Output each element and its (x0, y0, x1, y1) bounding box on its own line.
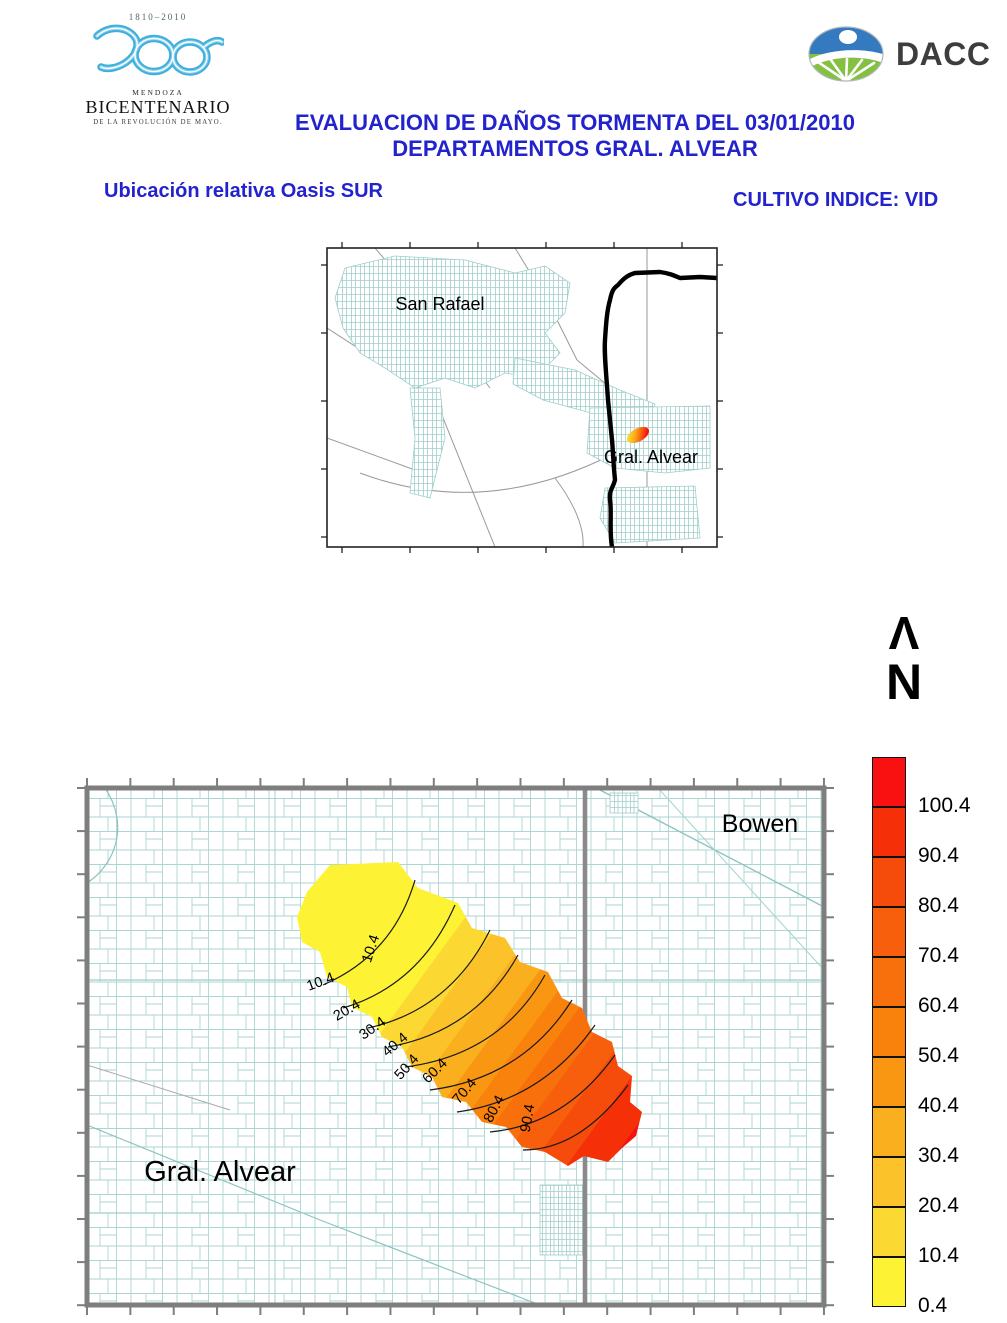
locator-map-frame (326, 247, 718, 548)
main-damage-map: 10.4 10.4 20.4 30.4 40.4 50.4 60.4 70.4 … (77, 778, 834, 1315)
contour-label: 90.4 (518, 1103, 539, 1134)
legend-cell (872, 1207, 906, 1257)
bicentenario-years: 1810–2010 (128, 12, 188, 22)
north-arrow-letter: N (885, 654, 923, 710)
legend-cell (872, 1007, 906, 1057)
report-title: EVALUACION DE DAÑOS TORMENTA DEL 03/01/2… (235, 110, 915, 162)
bicentenario-ribbon-200-icon (93, 24, 226, 76)
legend-cell (872, 1157, 906, 1207)
caption-oasis-sur: Ubicación relativa Oasis SUR (104, 180, 384, 202)
legend-cell (872, 757, 906, 807)
dacc-logo: DACC (806, 24, 990, 84)
locator-river-line (602, 269, 717, 547)
legend-label: 50.4 (918, 1044, 959, 1067)
locator-label-gral-alvear: Gral. Alvear (604, 447, 698, 467)
dacc-emblem-icon (808, 26, 884, 82)
legend-cell (872, 1257, 906, 1307)
legend-label: 60.4 (918, 994, 959, 1017)
legend-label: 100.4 (918, 794, 971, 817)
legend-cell (872, 807, 906, 857)
north-arrow-chevron-icon: Λ (888, 607, 920, 659)
legend-label: 0.4 (918, 1294, 948, 1317)
locator-damage-spot (626, 426, 650, 444)
legend-label: 30.4 (918, 1144, 959, 1167)
main-map-label-bowen: Bowen (722, 810, 798, 838)
locator-map-ticks (321, 242, 723, 553)
legend-label: 40.4 (918, 1094, 959, 1117)
locator-label-san-rafael: San Rafael (395, 294, 484, 314)
damage-area (297, 862, 642, 1166)
legend-cell (872, 957, 906, 1007)
main-map-label-gral-alvear: Gral. Alvear (144, 1156, 296, 1188)
legend-label: 10.4 (918, 1244, 959, 1267)
legend-label: 80.4 (918, 894, 959, 917)
legend-label: 90.4 (918, 844, 959, 867)
report-title-line2: DEPARTAMENTOS GRAL. ALVEAR (392, 136, 758, 161)
report-title-line1: EVALUACION DE DAÑOS TORMENTA DEL 03/01/2… (295, 110, 855, 135)
caption-cultivo-indice: CULTIVO INDICE: VID (733, 189, 939, 211)
legend-label: 20.4 (918, 1194, 959, 1217)
locator-parcel-clusters (334, 255, 711, 544)
damage-contours (322, 879, 629, 1151)
legend-cell (872, 1057, 906, 1107)
damage-scale-legend: 100.4 90.4 80.4 70.4 60.4 50.4 40.4 30.4 20.4 10.… (872, 757, 1007, 1323)
bicentenario-name: BICENTENARIO (85, 97, 231, 117)
legend-cell (872, 1107, 906, 1157)
dacc-label: DACC (896, 35, 991, 72)
legend-label: 70.4 (918, 944, 959, 967)
bicentenario-tagline: DE LA REVOLUCIÓN DE MAYO. (93, 119, 223, 126)
bicentenario-logo: 1810–2010 MENDOZA BICENTENARIO (68, 12, 248, 126)
bicentenario-place: MENDOZA (132, 88, 184, 97)
north-arrow: Λ N (862, 610, 946, 708)
locator-map: San Rafael Gral. Alvear (321, 242, 723, 553)
main-map-ticks (77, 778, 834, 1315)
legend-cell (872, 907, 906, 957)
legend-cell (872, 857, 906, 907)
